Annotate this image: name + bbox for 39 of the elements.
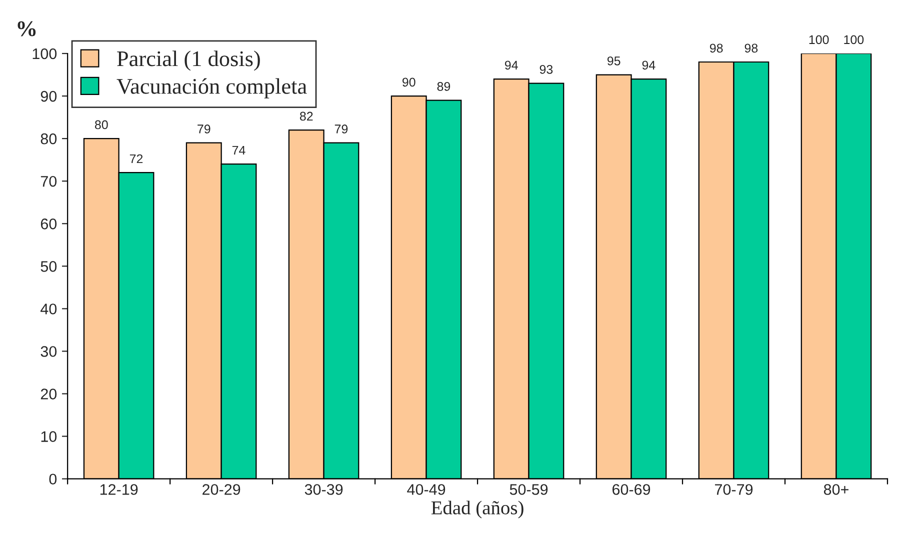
data-label: 98: [744, 44, 758, 53]
legend-label: Vacunación completa: [116, 78, 307, 98]
data-label: 79: [334, 124, 348, 134]
data-label: 94: [504, 60, 518, 70]
y-tick-label: 60: [40, 218, 57, 230]
x-tick-label: 60-69: [612, 484, 650, 495]
data-label: 98: [710, 44, 723, 53]
data-label: 72: [130, 154, 143, 164]
y-tick-label: 30: [40, 346, 57, 357]
y-tick-label: 90: [40, 90, 57, 102]
data-label: 95: [607, 56, 620, 66]
x-tick-label: 80+: [824, 484, 848, 495]
data-label: 90: [402, 78, 416, 87]
legend-label: Parcial (1 dosis): [117, 50, 260, 71]
data-label: 93: [540, 65, 553, 74]
x-tick-label: 20-29: [202, 484, 240, 495]
data-label: 94: [642, 60, 656, 70]
data-label: 82: [300, 112, 313, 121]
y-tick-label: 20: [40, 388, 57, 400]
y-tick-label: 0: [49, 474, 57, 485]
data-label: 74: [232, 146, 246, 155]
data-label: 89: [437, 82, 450, 91]
data-label: 100: [844, 35, 864, 44]
y-tick-label: 100: [32, 48, 57, 60]
x-tick-label: 30-39: [304, 484, 343, 495]
x-tick-label: 70-79: [715, 484, 753, 495]
y-tick-label: 10: [41, 431, 57, 442]
y-tick-label: 70: [40, 176, 57, 187]
y-tick-label: 40: [40, 304, 57, 314]
x-tick-label: 40-49: [407, 484, 446, 495]
x-tick-label: 50-59: [510, 484, 548, 495]
x-tick-label: 12-19: [100, 484, 138, 495]
y-tick-label: 80: [40, 133, 57, 144]
data-label: 79: [198, 124, 210, 134]
data-label: 100: [809, 35, 829, 44]
y-tick-label: 50: [40, 261, 57, 272]
y-axis-title: %: [18, 21, 36, 36]
x-axis-title: Edad (años): [431, 500, 524, 518]
data-label: 80: [94, 120, 108, 130]
